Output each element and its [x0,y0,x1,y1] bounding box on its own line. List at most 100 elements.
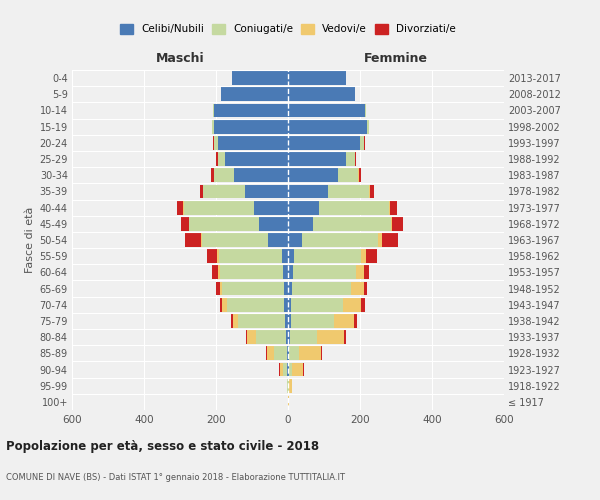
Bar [369,184,370,198]
Bar [218,266,220,280]
Bar [280,362,283,376]
Bar [223,282,284,296]
Bar [288,250,295,263]
Bar [220,298,223,312]
Bar [256,330,286,344]
Bar [200,184,203,198]
Bar [216,152,218,166]
Bar [225,152,288,166]
Bar [288,395,289,409]
Bar [281,250,288,263]
Bar [317,330,344,344]
Bar [288,362,289,376]
Bar [299,346,321,360]
Bar [302,233,378,247]
Bar [177,200,183,214]
Bar [284,298,288,312]
Bar [343,298,361,312]
Bar [292,362,303,376]
Bar [351,282,364,296]
Bar [313,217,391,230]
Bar [291,298,343,312]
Bar [389,200,390,214]
Bar [267,346,274,360]
Bar [227,298,284,312]
Bar [287,362,288,376]
Bar [293,266,356,280]
Bar [288,346,289,360]
Bar [360,136,364,149]
Bar [233,314,238,328]
Bar [189,217,259,230]
Bar [288,266,293,280]
Bar [346,152,355,166]
Bar [288,298,291,312]
Bar [212,266,218,280]
Bar [321,346,322,360]
Bar [247,330,256,344]
Bar [354,314,357,328]
Bar [390,200,397,214]
Bar [211,168,214,182]
Bar [214,136,218,149]
Bar [370,184,374,198]
Bar [359,168,361,182]
Bar [231,314,233,328]
Bar [245,184,288,198]
Bar [288,104,365,118]
Bar [203,184,245,198]
Bar [289,379,292,392]
Text: Maschi: Maschi [155,52,205,65]
Y-axis label: Fasce di età: Fasce di età [25,207,35,273]
Bar [290,330,317,344]
Bar [259,217,288,230]
Bar [319,200,389,214]
Bar [220,282,223,296]
Bar [220,266,283,280]
Bar [338,168,358,182]
Bar [218,136,288,149]
Bar [367,250,377,263]
Bar [185,233,201,247]
Bar [288,282,292,296]
Bar [287,379,288,392]
Bar [216,282,220,296]
Bar [355,152,356,166]
Bar [292,282,351,296]
Bar [285,314,288,328]
Bar [223,298,227,312]
Bar [238,314,285,328]
Bar [206,250,217,263]
Bar [181,217,188,230]
Bar [288,136,360,149]
Bar [283,362,287,376]
Bar [287,346,288,360]
Bar [365,104,366,118]
Bar [184,200,254,214]
Bar [289,362,292,376]
Bar [392,217,403,230]
Bar [283,266,288,280]
Bar [361,250,367,263]
Bar [288,152,346,166]
Bar [286,330,288,344]
Bar [367,120,369,134]
Legend: Celibi/Nubili, Coniugati/e, Vedovi/e, Divorziati/e: Celibi/Nubili, Coniugati/e, Vedovi/e, Di… [120,24,456,34]
Bar [378,233,382,247]
Bar [295,250,361,263]
Bar [288,217,313,230]
Bar [214,120,288,134]
Bar [217,250,218,263]
Text: Popolazione per età, sesso e stato civile - 2018: Popolazione per età, sesso e stato civil… [6,440,319,453]
Bar [284,282,288,296]
Bar [364,282,367,296]
Bar [361,298,365,312]
Bar [364,136,365,149]
Bar [274,346,287,360]
Bar [356,266,364,280]
Bar [288,314,291,328]
Text: Femmine: Femmine [364,52,428,65]
Bar [201,233,202,247]
Bar [288,330,290,344]
Bar [221,88,288,101]
